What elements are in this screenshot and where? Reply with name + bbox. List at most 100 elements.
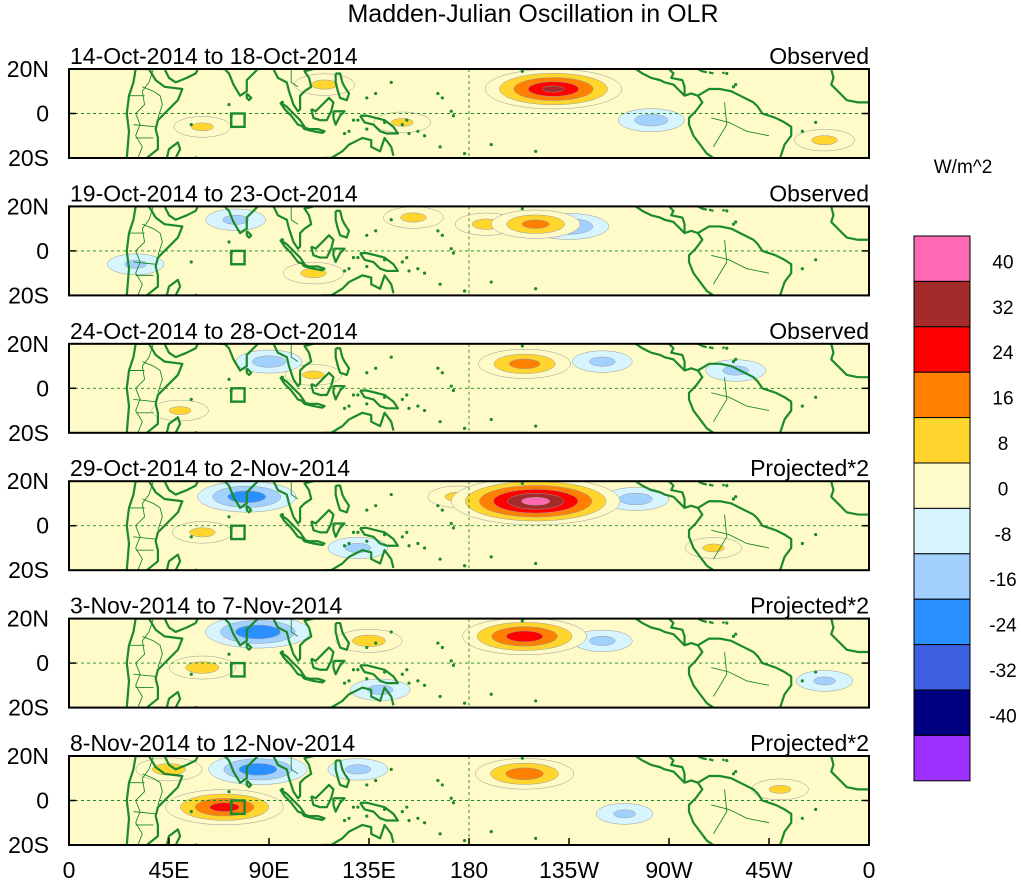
island <box>462 701 467 705</box>
island <box>407 131 411 136</box>
border <box>711 117 770 137</box>
coastlines <box>125 756 869 845</box>
coastline <box>687 232 715 296</box>
coastlines <box>125 481 869 571</box>
island <box>462 838 467 843</box>
panel-date-range: 8-Nov-2014 to 12-Nov-2014 <box>70 730 355 756</box>
island <box>407 406 411 410</box>
anomaly-5 <box>617 108 685 132</box>
coastline <box>245 230 253 239</box>
coastline <box>272 69 314 113</box>
coastline <box>359 526 399 547</box>
coastline <box>163 343 199 359</box>
colorbar: W/m^2 40 32 24 16 8 0 -8 -16 -24 -32 -40 <box>913 157 1017 782</box>
island <box>400 535 404 539</box>
island <box>400 260 404 264</box>
coastline <box>334 484 351 514</box>
island <box>416 129 420 133</box>
lat-label: 20S <box>8 420 49 446</box>
island <box>436 91 440 96</box>
contour-ellipse <box>589 635 616 646</box>
anomaly-6 <box>478 348 571 379</box>
contour-ellipse <box>252 355 286 368</box>
island <box>800 816 804 820</box>
coastline <box>125 756 137 845</box>
island <box>800 679 804 683</box>
coastline <box>135 756 184 845</box>
island <box>189 260 193 264</box>
borders <box>129 343 770 433</box>
border <box>142 223 163 256</box>
coastline <box>272 481 314 525</box>
coastline <box>310 96 335 122</box>
panel-field <box>69 343 869 433</box>
colorbar-label: -40 <box>989 706 1016 727</box>
coastline <box>322 549 395 571</box>
lon-label: 90E <box>249 857 290 883</box>
island <box>440 233 444 237</box>
lat-label: 20N <box>7 468 49 494</box>
island <box>405 668 409 672</box>
contour-ellipse <box>521 219 550 229</box>
coastline <box>697 500 793 571</box>
coastline <box>332 522 346 538</box>
coastline <box>697 637 793 708</box>
island <box>351 668 356 672</box>
coastline <box>163 481 199 496</box>
panel-type-label: Observed <box>769 43 869 69</box>
island <box>725 209 729 213</box>
colorbar-swatch <box>913 644 971 691</box>
coastline <box>310 783 335 809</box>
island <box>416 267 420 271</box>
anomaly-1 <box>107 253 165 275</box>
colorbar-label: -32 <box>989 661 1016 682</box>
border <box>290 618 299 637</box>
coastline <box>830 618 869 654</box>
lon-label: 135W <box>539 857 599 883</box>
coastline <box>165 416 182 433</box>
island <box>342 406 347 410</box>
contour-ellipse <box>185 661 220 674</box>
island <box>451 663 456 667</box>
coastline <box>830 481 869 516</box>
island <box>365 677 369 681</box>
contour-ellipse <box>168 406 192 415</box>
island <box>436 641 440 645</box>
contour-ellipse <box>344 764 371 775</box>
coastline <box>245 367 253 377</box>
lon-label: 135E <box>342 857 396 883</box>
coastline <box>245 504 253 514</box>
colorbar-swatch <box>913 553 971 600</box>
anomaly-7 <box>451 481 621 526</box>
island <box>422 546 427 550</box>
island <box>356 805 360 809</box>
island <box>534 699 538 703</box>
lon-label: 90W <box>645 857 693 883</box>
contour-ellipse <box>222 214 249 225</box>
island <box>356 530 360 534</box>
coastline <box>830 206 869 241</box>
island <box>365 539 369 543</box>
coastline <box>301 263 326 272</box>
island <box>351 530 356 534</box>
island <box>814 120 818 124</box>
coastline <box>668 206 686 234</box>
island <box>438 557 442 561</box>
island <box>227 240 231 244</box>
contour-ellipse <box>191 122 214 132</box>
coastline <box>322 686 395 708</box>
colorbar-label: 16 <box>992 389 1013 410</box>
island <box>436 778 440 783</box>
coastline <box>332 247 346 264</box>
longitude-axis: 0 45E 90E 135E 180 135W 90W 45W 0 <box>63 838 875 883</box>
island <box>734 82 738 87</box>
coastline <box>708 346 714 350</box>
panels: 20N 0 20S 14-Oct-2014 to 18-Oct-2014 Observe… <box>7 43 870 858</box>
island <box>374 504 378 508</box>
coastline <box>721 758 726 762</box>
coastline <box>301 675 326 684</box>
coastline <box>165 141 182 158</box>
island <box>725 621 729 625</box>
colorbar-swatch <box>913 689 971 736</box>
